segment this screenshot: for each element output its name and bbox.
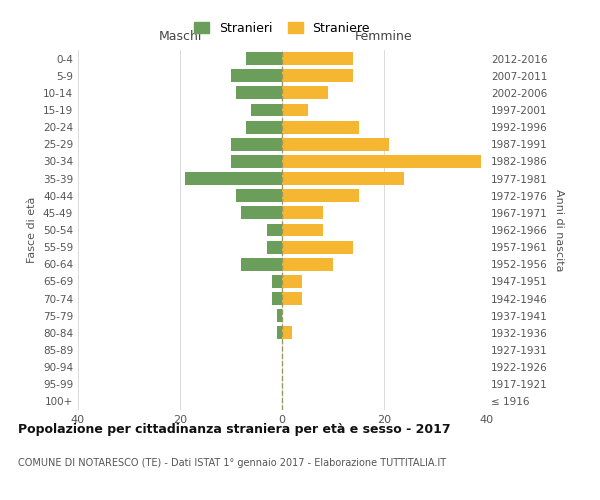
Bar — [282, 240, 353, 254]
Bar — [267, 240, 282, 254]
Bar — [236, 190, 282, 202]
Text: Maschi: Maschi — [158, 30, 202, 43]
Bar — [185, 172, 282, 185]
Bar — [277, 326, 282, 340]
Bar — [231, 70, 282, 82]
Y-axis label: Fasce di età: Fasce di età — [28, 197, 37, 263]
Text: Femmine: Femmine — [355, 30, 413, 43]
Bar — [282, 120, 359, 134]
Bar — [236, 86, 282, 100]
Bar — [231, 138, 282, 150]
Bar — [267, 224, 282, 236]
Bar — [231, 155, 282, 168]
Bar — [282, 172, 404, 185]
Bar — [272, 292, 282, 305]
Bar — [247, 52, 282, 65]
Y-axis label: Anni di nascita: Anni di nascita — [554, 188, 564, 271]
Bar — [282, 52, 353, 65]
Bar — [282, 104, 308, 117]
Text: COMUNE DI NOTARESCO (TE) - Dati ISTAT 1° gennaio 2017 - Elaborazione TUTTITALIA.: COMUNE DI NOTARESCO (TE) - Dati ISTAT 1°… — [18, 458, 446, 468]
Bar — [282, 138, 389, 150]
Bar — [282, 206, 323, 220]
Bar — [282, 258, 333, 270]
Bar — [247, 120, 282, 134]
Legend: Stranieri, Straniere: Stranieri, Straniere — [189, 16, 375, 40]
Bar — [282, 190, 359, 202]
Bar — [282, 292, 302, 305]
Bar — [282, 224, 323, 236]
Bar — [241, 258, 282, 270]
Bar — [251, 104, 282, 117]
Bar — [282, 155, 481, 168]
Bar — [282, 86, 328, 100]
Bar — [241, 206, 282, 220]
Bar — [282, 326, 292, 340]
Bar — [272, 275, 282, 288]
Bar — [277, 310, 282, 322]
Bar — [282, 275, 302, 288]
Bar — [282, 70, 353, 82]
Text: Popolazione per cittadinanza straniera per età e sesso - 2017: Popolazione per cittadinanza straniera p… — [18, 422, 451, 436]
